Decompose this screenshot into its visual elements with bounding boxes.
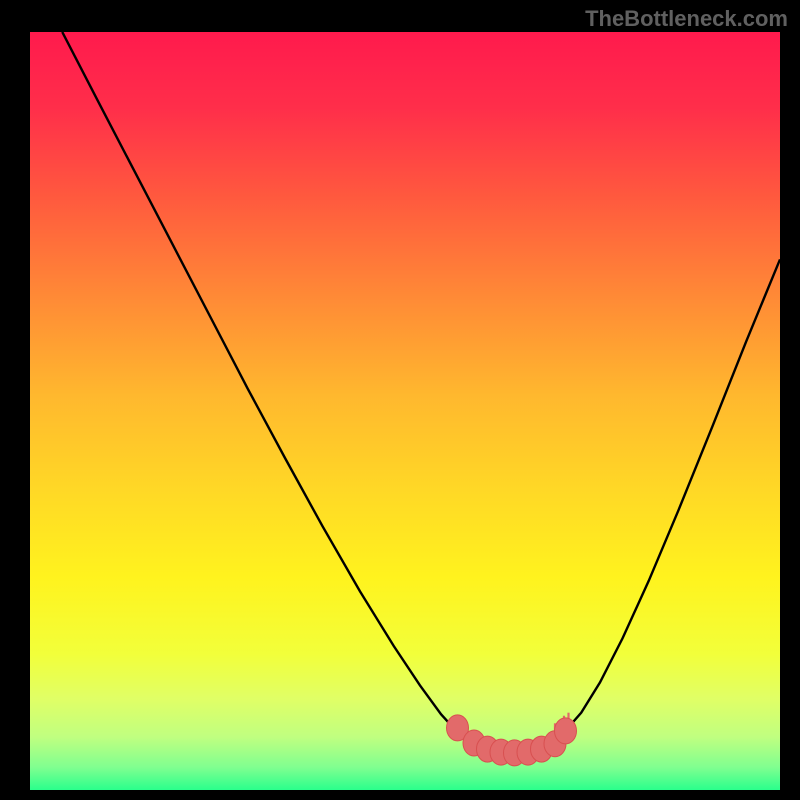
highlight-markers xyxy=(30,32,780,790)
chart-container: TheBottleneck.com xyxy=(0,0,800,800)
watermark-text: TheBottleneck.com xyxy=(585,6,788,32)
plot-area xyxy=(30,32,780,790)
